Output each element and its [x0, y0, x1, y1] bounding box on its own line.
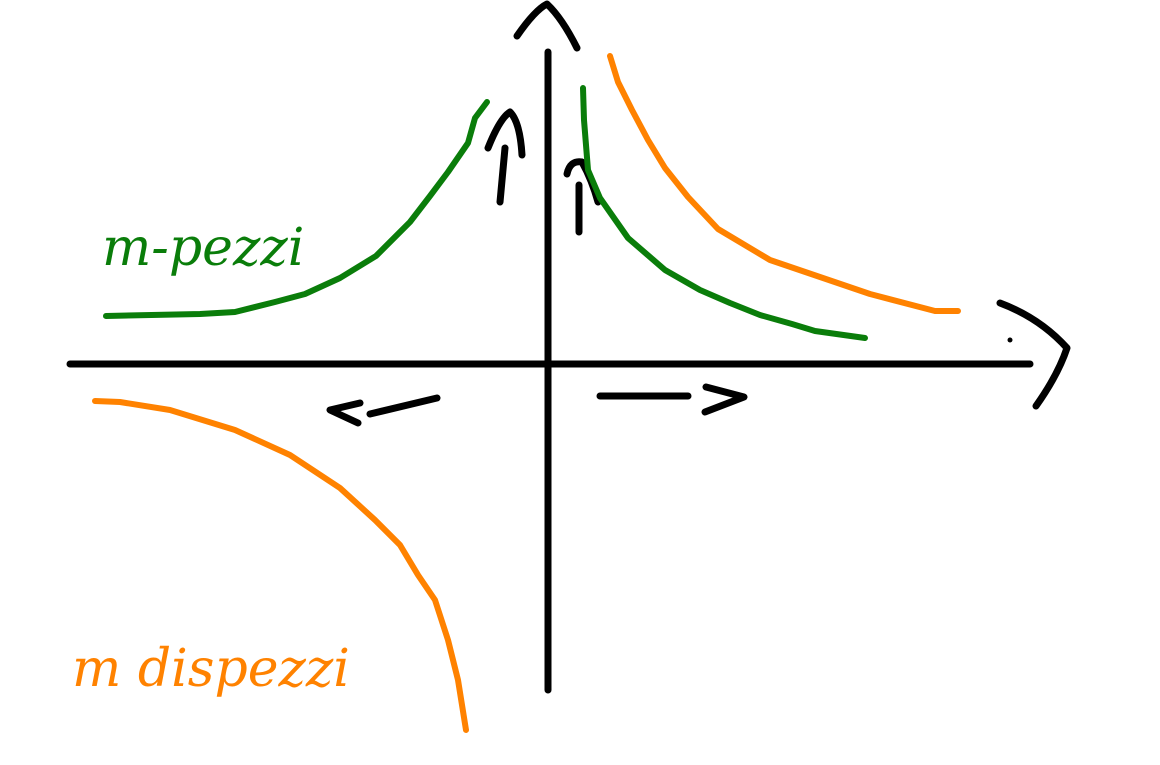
direction-arrows: [326, 108, 748, 427]
green-curve-left: [103, 99, 490, 319]
axes: [66, 0, 1071, 694]
green-curves: [103, 85, 868, 341]
green-curve-label: m-pezzi: [102, 218, 304, 278]
orange-curve-left: [92, 398, 469, 733]
right-arrow-icon: [596, 383, 748, 416]
x-axis-arrowhead-icon: [996, 299, 1071, 410]
green-curve-right: [580, 85, 868, 341]
up-arrow-left-icon: [484, 108, 526, 206]
orange-curves: [92, 53, 961, 733]
orange-curve-label: m dispezzi: [72, 639, 350, 699]
orange-curve-right: [607, 53, 961, 314]
y-axis-arrowhead-icon: [513, 0, 581, 52]
left-arrow-icon: [326, 394, 441, 427]
up-arrow-right-icon: [563, 158, 602, 236]
axis-dot: [1007, 337, 1013, 343]
